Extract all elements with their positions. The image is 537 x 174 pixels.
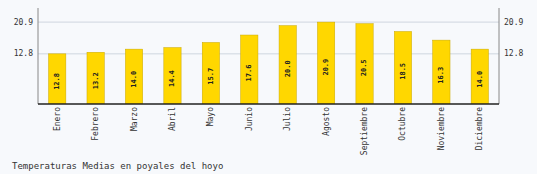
y-tick-label: 12.8	[14, 49, 33, 58]
data-label: 18.5	[399, 63, 407, 80]
y-axis-line	[38, 8, 39, 104]
x-tick-label: Febrero	[91, 107, 100, 141]
x-tick-label: Agosto	[322, 107, 331, 136]
bar	[202, 42, 219, 104]
chart-svg: 12.8 20.9 12.8 20.9 12.8 13.2 14.0 14.4 15.7 17.6…	[0, 0, 537, 174]
background	[0, 0, 537, 174]
data-label: 20.9	[322, 59, 330, 76]
x-tick-label: Octubre	[398, 107, 407, 141]
data-label: 12.8	[53, 73, 61, 90]
x-axis-line	[38, 103, 499, 105]
data-label: 14.0	[476, 71, 484, 88]
bar	[49, 54, 66, 104]
data-label: 15.7	[207, 68, 215, 85]
y2-tick-label: 12.8	[504, 49, 523, 58]
bar	[433, 40, 450, 104]
bar	[241, 35, 258, 104]
bars	[49, 22, 489, 104]
data-label: 20.0	[284, 60, 292, 77]
x-tick-label: Abril	[168, 107, 177, 131]
x-tick-label: Diciembre	[475, 107, 484, 151]
data-label: 20.5	[360, 59, 368, 76]
y2-axis-line	[499, 8, 500, 104]
bar	[317, 22, 334, 104]
chart-container: 12.8 20.9 12.8 20.9 12.8 13.2 14.0 14.4 15.7 17.6…	[0, 0, 537, 174]
x-tick-label: Julio	[283, 107, 292, 131]
title: Temperaturas Medias en poyales del hoyo	[12, 161, 223, 171]
data-label: 14.4	[168, 70, 176, 87]
x-tick-label: Mayo	[206, 107, 215, 126]
y-tick-label: 20.9	[14, 18, 33, 27]
data-label: 13.2	[92, 72, 100, 89]
grid-line	[38, 22, 499, 23]
x-tick-label: Noviembre	[437, 107, 446, 151]
bar	[471, 49, 488, 104]
grid-line	[38, 53, 499, 54]
bar	[394, 32, 411, 104]
y2-tick-label: 20.9	[504, 18, 523, 27]
data-label: 14.0	[130, 71, 138, 88]
bar	[279, 26, 296, 104]
bar	[356, 24, 373, 104]
data-label: 16.3	[437, 67, 445, 84]
bar	[164, 48, 181, 104]
data-label: 17.6	[245, 65, 253, 82]
x-tick-label: Marzo	[130, 107, 139, 131]
x-tick-label: Junio	[245, 107, 254, 131]
x-tick-label: Septiembre	[360, 107, 369, 155]
bar	[125, 49, 142, 104]
bar	[87, 52, 104, 104]
x-tick-label: Enero	[53, 107, 62, 131]
